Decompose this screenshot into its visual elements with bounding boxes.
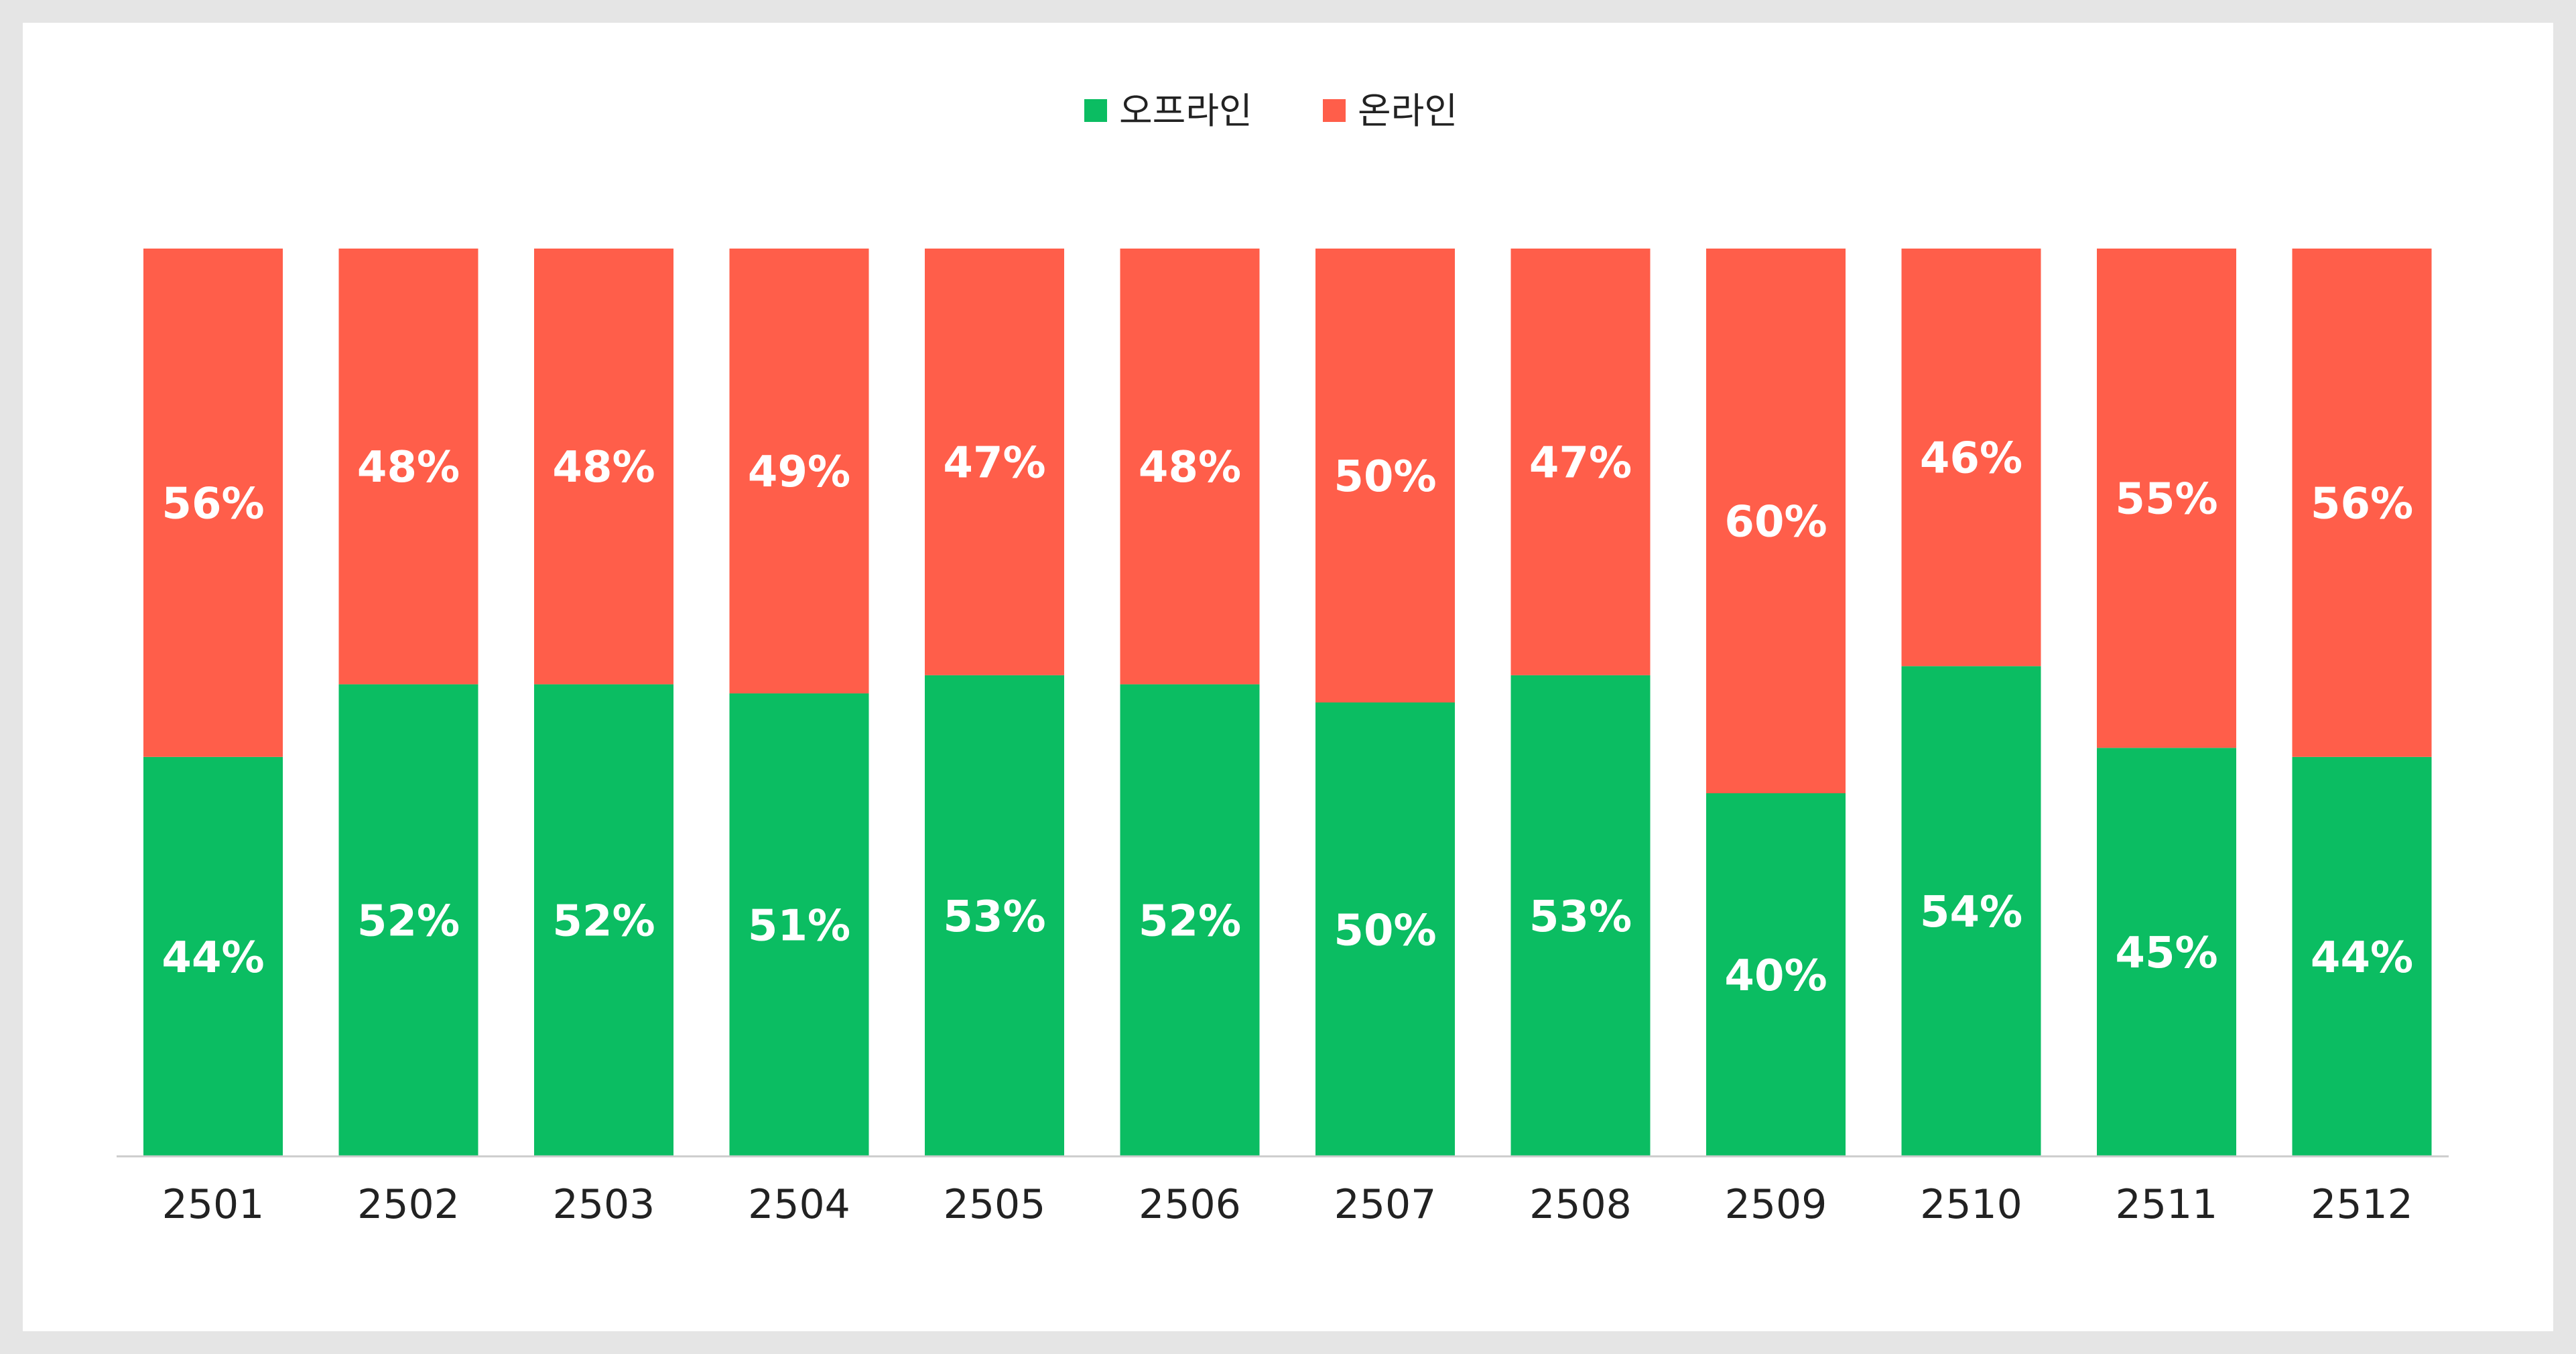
legend-swatch-1 [1084,99,1107,122]
bar-2512-series-1 [2292,756,2432,1156]
stacked-bar-chart: 오프라인 온라인 44% 56% 52% 48% 52% 48% 51% 49% 53% 47% 52… [117,90,2449,1228]
data-label-2504-series-2: 49% [748,448,850,497]
bar-2511-series-2 [2097,249,2236,748]
data-label-2508-series-2: 47% [1529,438,1632,488]
data-label-2505-series-1: 53% [943,892,1045,942]
bar-2501-series-1 [143,756,283,1156]
bars-group: 44% 56% 52% 48% 52% 48% 51% 49% 53% 47% 52% 48% 50% 5… [143,249,2432,1156]
bar-2512-series-2 [2292,249,2432,757]
data-label-2501-series-2: 56% [162,479,264,529]
bar-2507-series-2 [1315,249,1455,703]
data-label-2502-series-2: 48% [357,443,460,492]
bar-2502-series-1 [338,684,478,1156]
bar-2509-series-2 [1706,249,1846,793]
bar-2503-series-2 [534,249,673,685]
data-label-2510-series-2: 46% [1920,434,2022,484]
bar-2504-series-2 [729,249,869,693]
x-tick-2508: 2508 [1529,1181,1632,1228]
data-label-2506-series-2: 48% [1139,443,1241,492]
data-label-2511-series-2: 55% [2115,475,2217,525]
bar-2501-series-2 [143,249,283,757]
bar-2508-series-1 [1510,675,1651,1156]
x-tick-2505: 2505 [944,1181,1046,1228]
bar-2507-series-1 [1315,702,1455,1156]
bar-2506-series-2 [1120,249,1260,685]
data-label-2506-series-1: 52% [1139,897,1241,947]
legend-swatch-2 [1323,99,1346,122]
x-tick-labels: 2501 2502 2503 2504 2505 2506 2507 2508 2509 2510… [162,1181,2413,1228]
legend-label-2: 온라인 [1358,90,1458,132]
bar-2502-series-2 [338,249,478,685]
x-tick-2509: 2509 [1725,1181,1827,1228]
x-tick-2504: 2504 [748,1181,850,1228]
data-label-2511-series-1: 45% [2115,929,2217,978]
data-label-2505-series-2: 47% [943,438,1045,488]
x-tick-2502: 2502 [357,1181,460,1228]
legend-label-1: 오프라인 [1119,90,1252,132]
legend: 오프라인 온라인 [1084,90,1458,132]
bar-2505-series-1 [925,675,1064,1156]
x-tick-2506: 2506 [1139,1181,1241,1228]
bar-2511-series-1 [2097,748,2236,1156]
data-label-2509-series-1: 40% [1724,951,1827,1001]
x-tick-2501: 2501 [162,1181,265,1228]
bar-2505-series-2 [925,249,1064,675]
data-label-2508-series-1: 53% [1529,892,1632,942]
bar-2506-series-1 [1120,684,1260,1156]
data-label-2502-series-1: 52% [357,897,460,947]
x-tick-2512: 2512 [2311,1181,2413,1228]
bar-2509-series-1 [1706,793,1846,1156]
data-label-2507-series-2: 50% [1334,452,1436,502]
data-label-2509-series-2: 60% [1724,498,1827,547]
x-tick-2511: 2511 [2116,1181,2218,1228]
data-label-2507-series-1: 50% [1334,906,1436,955]
x-tick-2507: 2507 [1334,1181,1437,1228]
bar-2510-series-1 [1901,666,2041,1156]
data-label-2503-series-2: 48% [552,443,655,492]
bar-2510-series-2 [1901,249,2041,667]
data-label-2512-series-1: 44% [2311,933,2413,983]
bar-2503-series-1 [534,684,673,1156]
data-label-2510-series-1: 54% [1920,888,2022,937]
data-label-2512-series-2: 56% [2311,479,2413,529]
chart-card: 오프라인 온라인 44% 56% 52% 48% 52% 48% 51% 49% 53% 47% 52… [23,23,2553,1331]
data-label-2504-series-1: 51% [748,901,850,951]
bar-2508-series-2 [1510,249,1651,675]
x-tick-2503: 2503 [553,1181,655,1228]
data-label-2501-series-1: 44% [162,933,264,983]
data-label-2503-series-1: 52% [552,897,655,947]
x-tick-2510: 2510 [1920,1181,2022,1228]
bar-2504-series-1 [729,693,869,1156]
